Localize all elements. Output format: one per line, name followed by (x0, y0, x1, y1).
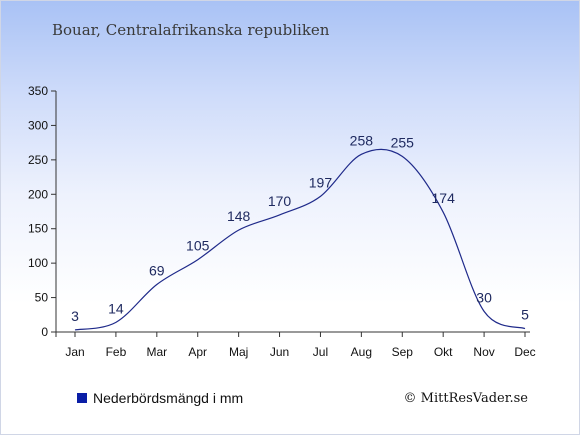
chart-title: Bouar, Centralafrikanska republiken (52, 21, 330, 39)
y-tick-label: 300 (28, 118, 48, 132)
data-label: 148 (227, 208, 251, 224)
x-tick-label: Jun (270, 345, 289, 359)
x-tick-label: Jul (313, 345, 328, 359)
y-tick-label: 250 (28, 153, 48, 167)
legend-swatch (77, 393, 87, 403)
x-tick-label: Feb (106, 345, 127, 359)
series-line (74, 148, 526, 331)
data-label: 174 (432, 190, 456, 206)
x-tick-label: Sep (392, 345, 414, 359)
x-axis-ticks: Jan Feb Mar Apr Maj Jun Jul Aug Sep Okt Nov Dec (65, 332, 536, 359)
data-label: 14 (108, 300, 124, 316)
y-tick-label: 200 (28, 187, 48, 201)
data-label: 69 (149, 262, 165, 278)
x-tick-label: Maj (229, 345, 248, 359)
data-label: 30 (476, 289, 492, 305)
x-tick-label: Okt (434, 345, 453, 359)
legend-label: Nederbördsmängd i mm (93, 390, 244, 406)
y-tick-label: 50 (35, 291, 49, 305)
x-tick-label: Mar (146, 345, 167, 359)
data-label: 170 (268, 193, 292, 209)
y-tick-label: 100 (28, 256, 48, 270)
data-label: 5 (521, 307, 529, 323)
y-tick-label: 150 (28, 222, 48, 236)
y-tick-label: 0 (41, 325, 48, 339)
data-label: 197 (309, 174, 333, 190)
y-axis-ticks: 0 50 100 150 200 250 300 350 (28, 84, 56, 339)
axes (51, 91, 530, 337)
legend: Nederbördsmängd i mm (77, 390, 243, 406)
x-tick-label: Aug (351, 345, 372, 359)
data-labels: 3 14 69 105 148 170 197 258 255 174 30 5 (71, 132, 529, 324)
data-label: 255 (391, 134, 415, 150)
data-label: 258 (350, 132, 374, 148)
y-tick-label: 350 (28, 84, 48, 98)
x-tick-label: Nov (473, 345, 494, 359)
x-tick-label: Apr (188, 345, 207, 359)
data-label: 105 (186, 238, 210, 254)
x-tick-label: Dec (514, 345, 535, 359)
x-tick-label: Jan (65, 345, 84, 359)
copyright-text: © MittResVader.se (403, 391, 528, 406)
data-label: 3 (71, 308, 79, 324)
